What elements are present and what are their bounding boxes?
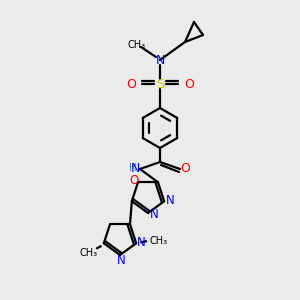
Text: N: N [117,254,125,268]
Text: N: N [150,208,158,220]
Text: N: N [130,163,140,176]
Text: O: O [129,174,139,187]
Text: H: H [129,163,137,173]
Text: CH₃: CH₃ [80,248,98,258]
Text: CH₃: CH₃ [149,236,167,246]
Text: N: N [155,53,165,67]
Text: O: O [184,77,194,91]
Text: O: O [180,163,190,176]
Text: N: N [166,194,175,207]
Text: S: S [156,77,164,91]
Text: O: O [126,77,136,91]
Text: CH₃: CH₃ [128,40,146,50]
Text: N: N [137,236,146,249]
